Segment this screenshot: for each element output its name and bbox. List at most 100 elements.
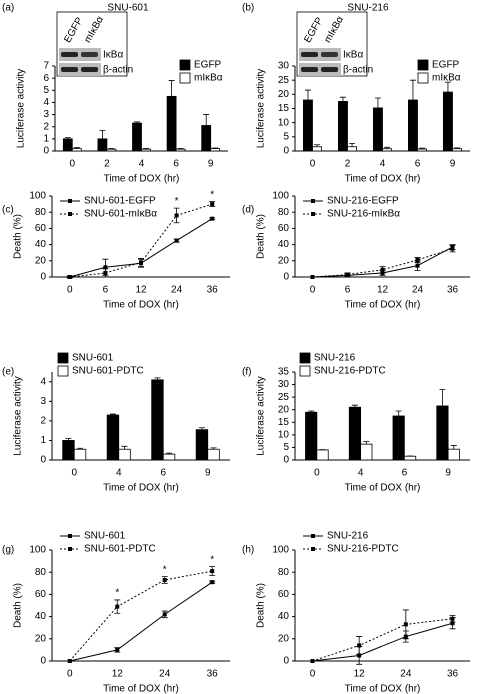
error-bar	[134, 121, 141, 124]
x-tick-label: 24	[159, 669, 171, 680]
y-tick-label: 0	[40, 455, 46, 466]
x-tick-label: 6	[173, 159, 179, 170]
error-bar	[439, 389, 446, 406]
legend-marker	[311, 534, 315, 538]
y-tick-label: 3	[43, 109, 49, 120]
legend-label: SNU-601-mIκBα	[84, 209, 157, 220]
bar	[151, 379, 164, 461]
bar	[447, 448, 460, 461]
y-tick-label: 5	[283, 131, 289, 142]
error-bar	[351, 404, 358, 408]
x-tick-label: 4	[116, 468, 122, 479]
panel-label: (c)	[2, 205, 14, 216]
error-bar	[363, 441, 370, 445]
blot	[299, 63, 341, 76]
x-tick-label: 4	[380, 159, 386, 170]
x-tick-label: 9	[208, 159, 214, 170]
x-tick-label: 0	[310, 159, 316, 170]
x-tick-label: 9	[205, 468, 211, 479]
y-tick-label: 20	[278, 255, 290, 266]
error-bar	[198, 427, 205, 430]
blot-band	[301, 52, 318, 57]
x-tick-label: 6	[345, 285, 351, 296]
error-bar	[154, 377, 161, 380]
bar	[210, 148, 221, 152]
x-tick-label: 9	[445, 468, 451, 479]
legend-label: mIκBα	[432, 73, 461, 84]
x-tick-label: 0	[71, 468, 77, 479]
y-tick-label: 80	[35, 567, 47, 578]
error-bar	[454, 147, 461, 149]
error-bar	[210, 447, 217, 450]
error-bar	[308, 410, 315, 413]
bar	[195, 429, 209, 461]
x-tick-label: 0	[310, 285, 316, 296]
x-tick-label: 0	[314, 468, 320, 479]
y-tick-label: 40	[35, 239, 47, 250]
x-tick-label: 24	[412, 285, 424, 296]
legend-label: SNU-601-PDTC	[72, 366, 144, 377]
blot	[299, 48, 341, 61]
y-tick-label: 15	[278, 417, 290, 428]
legend-marker	[68, 212, 72, 216]
bar	[62, 138, 73, 152]
legend-swatch	[57, 352, 69, 364]
bar	[337, 101, 348, 152]
blot	[59, 48, 101, 61]
y-tick-label: 2	[43, 121, 49, 132]
x-axis-label: Time of DOX (hr)	[345, 300, 421, 311]
error-bar	[142, 148, 149, 150]
y-tick-label: 60	[278, 223, 290, 234]
inset-row-label: IκBα	[103, 50, 123, 61]
bar	[407, 99, 418, 152]
y-tick-label: 15	[278, 103, 290, 114]
x-tick-label: 6	[103, 285, 109, 296]
marker	[210, 580, 215, 585]
bar	[392, 415, 405, 461]
marker	[415, 263, 420, 268]
bar	[118, 448, 131, 461]
bar	[403, 455, 417, 461]
bar	[207, 448, 220, 461]
panel-label: (g)	[2, 545, 14, 556]
error-bar	[212, 147, 219, 149]
y-tick-label: 0	[283, 455, 289, 466]
marker	[415, 257, 420, 262]
x-tick-label: 4	[139, 159, 145, 170]
y-tick-label: 30	[278, 379, 290, 390]
marker	[174, 238, 179, 243]
x-tick-label: 12	[112, 669, 124, 680]
legend-swatch	[299, 352, 311, 364]
y-tick-label: 100	[272, 191, 289, 202]
blot-band	[61, 67, 78, 72]
annotation: *	[115, 588, 119, 599]
blot-band	[321, 52, 338, 57]
y-tick-label: 80	[278, 567, 290, 578]
error-bar	[177, 148, 184, 150]
marker	[115, 604, 120, 609]
series-line	[312, 618, 453, 662]
error-bar	[73, 146, 80, 149]
y-tick-label: 100	[272, 545, 289, 556]
inset-row-label: β-actin	[343, 65, 373, 76]
y-axis-label: Death (%)	[256, 583, 267, 628]
y-axis-label: Death (%)	[13, 583, 24, 628]
error-bar	[374, 97, 381, 108]
panel-label: (e)	[2, 367, 14, 378]
bar	[302, 99, 313, 152]
y-axis-label: Death (%)	[13, 214, 24, 259]
panel-label: (d)	[242, 205, 254, 216]
marker	[210, 216, 215, 221]
error-bar	[166, 452, 173, 455]
error-bar	[314, 144, 321, 147]
legend-label: SNU-216-EGFP	[327, 196, 399, 207]
bar	[417, 148, 428, 152]
bar	[452, 148, 463, 152]
annotation: *	[163, 564, 167, 575]
y-tick-label: 10	[278, 117, 290, 128]
blot-band	[301, 67, 318, 72]
y-tick-label: 25	[278, 75, 290, 86]
y-tick-label: 0	[283, 656, 289, 667]
